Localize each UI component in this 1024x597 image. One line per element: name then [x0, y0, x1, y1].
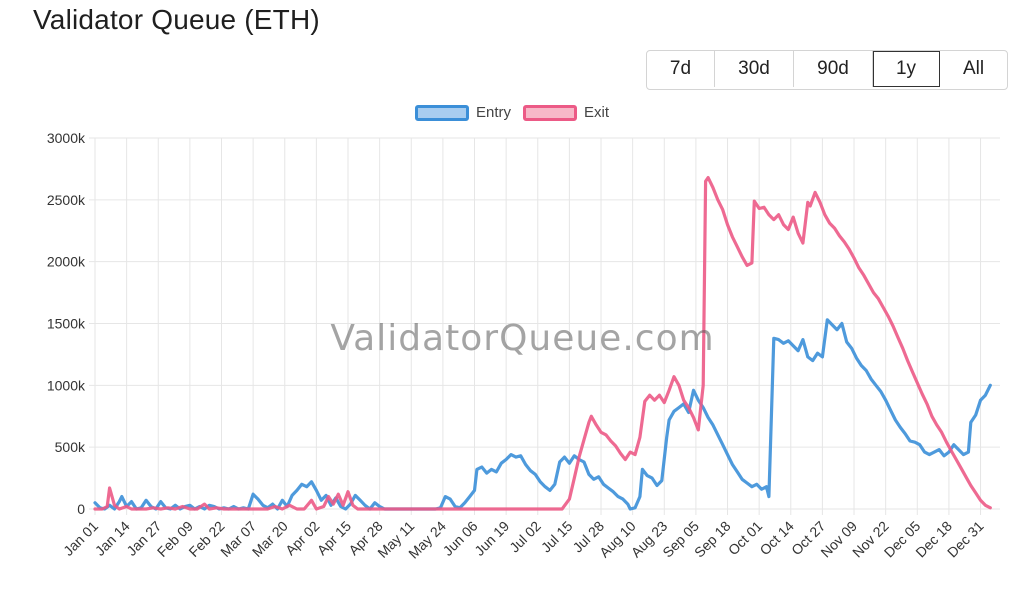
exit-series-line — [93, 176, 992, 511]
x-tick-label: Oct 01 — [725, 518, 766, 559]
legend-entry-swatch — [415, 104, 469, 121]
y-tick-label: 0 — [77, 501, 85, 517]
y-tick-label: 500k — [55, 439, 86, 455]
x-tick-label: Sep 18 — [691, 518, 734, 561]
entry-series-line — [93, 318, 992, 511]
x-tick-label: Apr 15 — [314, 518, 355, 559]
legend-exit-label: Exit — [584, 104, 610, 121]
x-tick-label: Jun 06 — [440, 518, 481, 559]
x-tick-label: Oct 14 — [756, 518, 797, 559]
x-tick-label: Jul 15 — [538, 518, 576, 556]
y-tick-label: 2000k — [47, 254, 86, 270]
x-tick-label: Jun 19 — [471, 518, 512, 559]
legend-entry-label: Entry — [476, 104, 512, 121]
legend-exit-swatch — [523, 104, 578, 121]
range-all-button[interactable]: All — [962, 58, 985, 79]
x-tick-label: Jan 14 — [92, 518, 133, 559]
x-tick-label: Mar 20 — [249, 518, 291, 560]
legend-entry[interactable]: Entry — [415, 104, 511, 121]
range-30d-button[interactable]: 30d — [715, 51, 794, 87]
chart-legend: Entry Exit — [415, 104, 609, 121]
y-tick-label: 3000k — [47, 130, 86, 146]
x-tick-label: Jul 02 — [506, 518, 544, 556]
x-tick-label: Jan 01 — [60, 518, 101, 559]
y-tick-label: 1500k — [47, 316, 86, 332]
range-1y-button[interactable]: 1y — [873, 51, 940, 87]
time-range-selector: 7d 30d 90d 1y All — [646, 50, 1008, 90]
page-title: Validator Queue (ETH) — [33, 4, 320, 35]
y-tick-label: 1000k — [47, 377, 86, 393]
x-tick-label: Dec 31 — [944, 518, 987, 561]
x-tick-label: Apr 02 — [282, 518, 323, 559]
legend-exit[interactable]: Exit — [523, 104, 609, 121]
range-90d-button[interactable]: 90d — [794, 51, 873, 87]
range-7d-button[interactable]: 7d — [647, 51, 715, 87]
y-tick-label: 2500k — [47, 192, 86, 208]
